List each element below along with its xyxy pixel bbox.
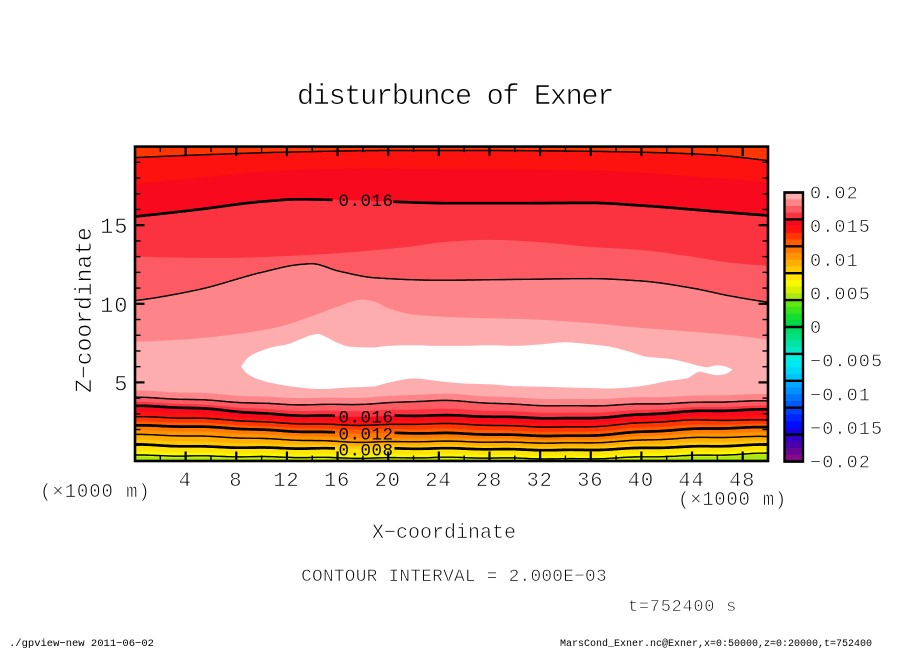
svg-text:32: 32 [527, 470, 553, 493]
svg-text:0.016: 0.016 [338, 408, 393, 428]
svg-text:t=752400 s: t=752400 s [628, 598, 737, 617]
svg-text:Z−coordinate: Z−coordinate [72, 227, 98, 393]
svg-text:0.015: 0.015 [810, 217, 871, 238]
svg-text:CONTOUR INTERVAL = 2.000E−03: CONTOUR INTERVAL = 2.000E−03 [301, 567, 607, 587]
svg-text:16: 16 [324, 470, 350, 493]
svg-text:44: 44 [678, 470, 704, 493]
svg-text:12: 12 [273, 470, 299, 493]
svg-text:−0.015: −0.015 [810, 419, 883, 440]
svg-text:40: 40 [628, 470, 654, 493]
svg-text:./gpview−new 2011−06−02: ./gpview−new 2011−06−02 [9, 638, 154, 650]
svg-text:8: 8 [229, 470, 242, 493]
svg-text:(×1000 m): (×1000 m) [40, 481, 151, 503]
svg-text:0.01: 0.01 [810, 251, 859, 272]
svg-text:0.008: 0.008 [338, 441, 393, 461]
svg-text:4: 4 [179, 470, 192, 493]
svg-text:−0.01: −0.01 [810, 385, 871, 406]
svg-text:0: 0 [810, 318, 822, 339]
svg-text:10: 10 [100, 294, 128, 319]
svg-text:15: 15 [100, 215, 128, 240]
svg-text:(×1000 m): (×1000 m) [678, 489, 787, 511]
svg-text:−0.005: −0.005 [810, 352, 883, 373]
svg-text:0.016: 0.016 [338, 192, 393, 212]
svg-text:24: 24 [425, 470, 451, 493]
svg-text:36: 36 [577, 470, 603, 493]
svg-text:0.02: 0.02 [810, 184, 859, 205]
svg-text:20: 20 [375, 470, 401, 493]
svg-text:disturbunce of Exner: disturbunce of Exner [297, 80, 613, 113]
svg-text:X−coordinate: X−coordinate [372, 522, 516, 545]
svg-text:28: 28 [476, 470, 502, 493]
svg-text:MarsCond_Exner.nc@Exner,x=0:50: MarsCond_Exner.nc@Exner,x=0:50000,z=0:20… [560, 638, 872, 650]
svg-text:5: 5 [114, 372, 128, 397]
svg-text:−0.02: −0.02 [810, 453, 871, 474]
svg-text:0.012: 0.012 [338, 425, 393, 445]
svg-text:48: 48 [729, 470, 755, 493]
svg-text:0.005: 0.005 [810, 284, 871, 305]
